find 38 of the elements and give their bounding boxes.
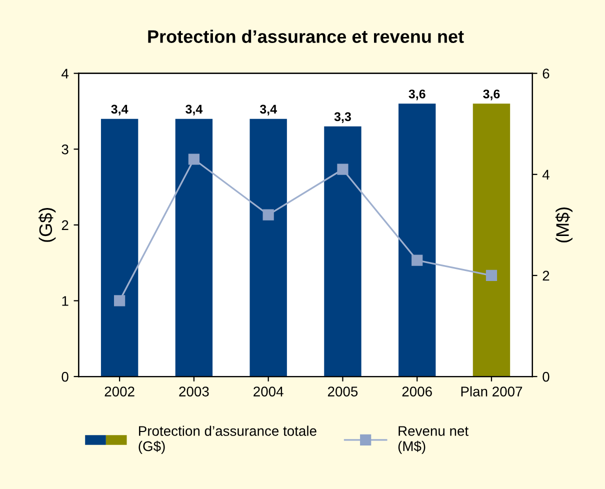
y2-tick-label: 6 — [542, 68, 550, 79]
data-label: 3,6 — [483, 90, 500, 100]
data-label: 3,3 — [334, 112, 351, 123]
point — [262, 209, 274, 220]
bar — [100, 118, 138, 377]
x-tick-label: 2003 — [179, 386, 209, 396]
bar — [250, 118, 287, 377]
y-tick-label: 2 — [62, 220, 68, 230]
chart-title: Protection d’assurance et revenu net — [148, 30, 464, 43]
x-tick-label: 2006 — [402, 386, 432, 396]
y-tick-label: 4 — [62, 68, 69, 78]
legend-label: Protection d’assurance totale (G$) — [138, 426, 316, 454]
y2-tick-label: 4 — [542, 170, 550, 180]
bar — [398, 104, 436, 377]
y-axis-title: (G$) — [38, 208, 56, 242]
x-tick-label: 2004 — [254, 386, 284, 396]
data-label: 3,4 — [111, 104, 128, 116]
data-label: 3,6 — [408, 90, 426, 100]
point — [412, 254, 423, 266]
point — [188, 154, 200, 165]
point — [486, 270, 498, 282]
x-tick-label: 2002 — [104, 386, 134, 396]
point — [337, 164, 348, 175]
y-tick-label: 1 — [62, 296, 68, 306]
x-tick-label: Plan 2007 — [461, 386, 522, 396]
data-label: 3,4 — [186, 104, 203, 116]
bar — [175, 118, 213, 377]
legend-label: Revenu net (M$) — [398, 426, 468, 454]
y-tick-label: 3 — [62, 144, 68, 154]
x-tick-label: 2005 — [328, 386, 358, 396]
y2-tick-label: 0 — [542, 372, 550, 382]
y-tick-label: 0 — [62, 372, 68, 382]
point — [114, 295, 126, 306]
data-label: 3,4 — [260, 104, 277, 116]
y2-tick-label: 2 — [542, 270, 550, 281]
bar — [324, 126, 362, 377]
bar — [472, 104, 510, 377]
y2-axis-title: (M$) — [555, 208, 572, 242]
